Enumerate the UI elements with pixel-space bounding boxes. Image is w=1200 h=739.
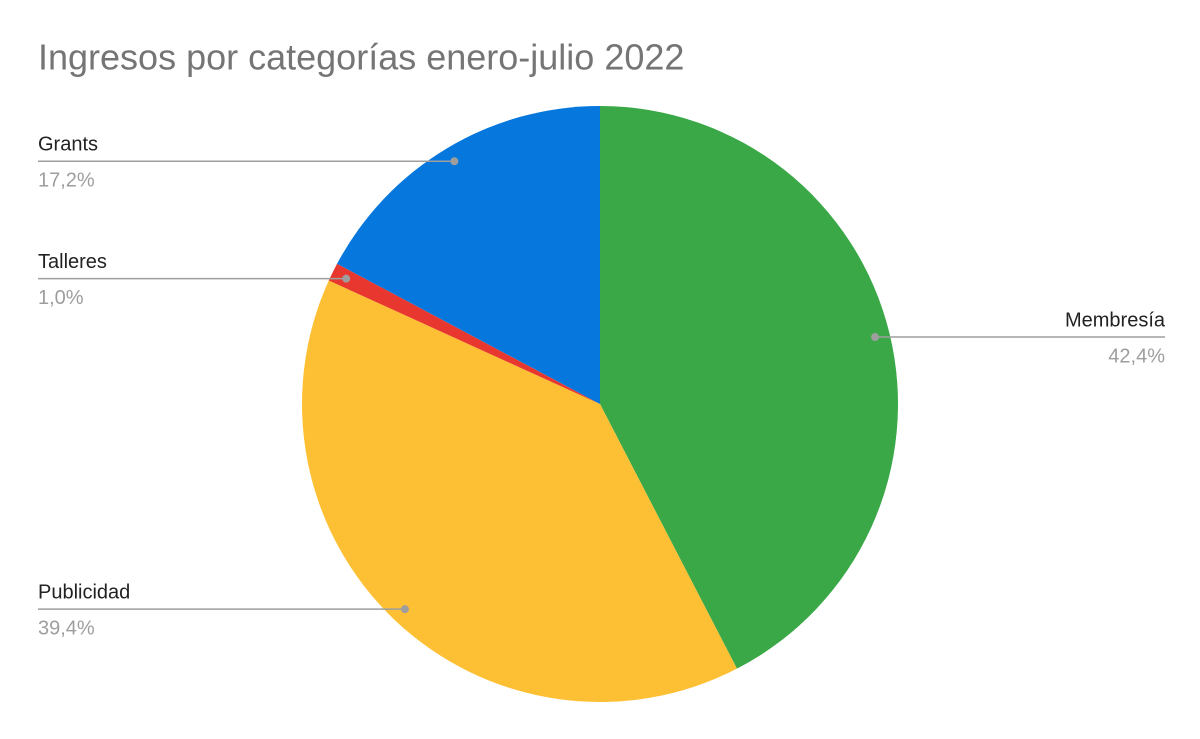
slice-value: 39,4% [38, 617, 95, 639]
leader-dot [400, 605, 409, 614]
chart-title: Ingresos por categorías enero-julio 2022 [38, 37, 684, 78]
pie-slice [337, 106, 600, 404]
slice-value: 42,4% [1108, 345, 1165, 367]
slice-value: 1,0% [38, 287, 84, 309]
slice-label: Talleres [38, 251, 107, 273]
pie-slice [600, 106, 899, 669]
slice-label: Membresía [1065, 309, 1166, 331]
slice-label: Publicidad [38, 581, 130, 603]
slice-value: 17,2% [38, 170, 95, 192]
slice-label: Grants [38, 134, 98, 156]
leader-dot [871, 333, 880, 342]
pie-slice [302, 280, 737, 702]
leader-dot [342, 274, 351, 283]
pie-slice [328, 263, 600, 404]
leader-dot [450, 157, 459, 166]
